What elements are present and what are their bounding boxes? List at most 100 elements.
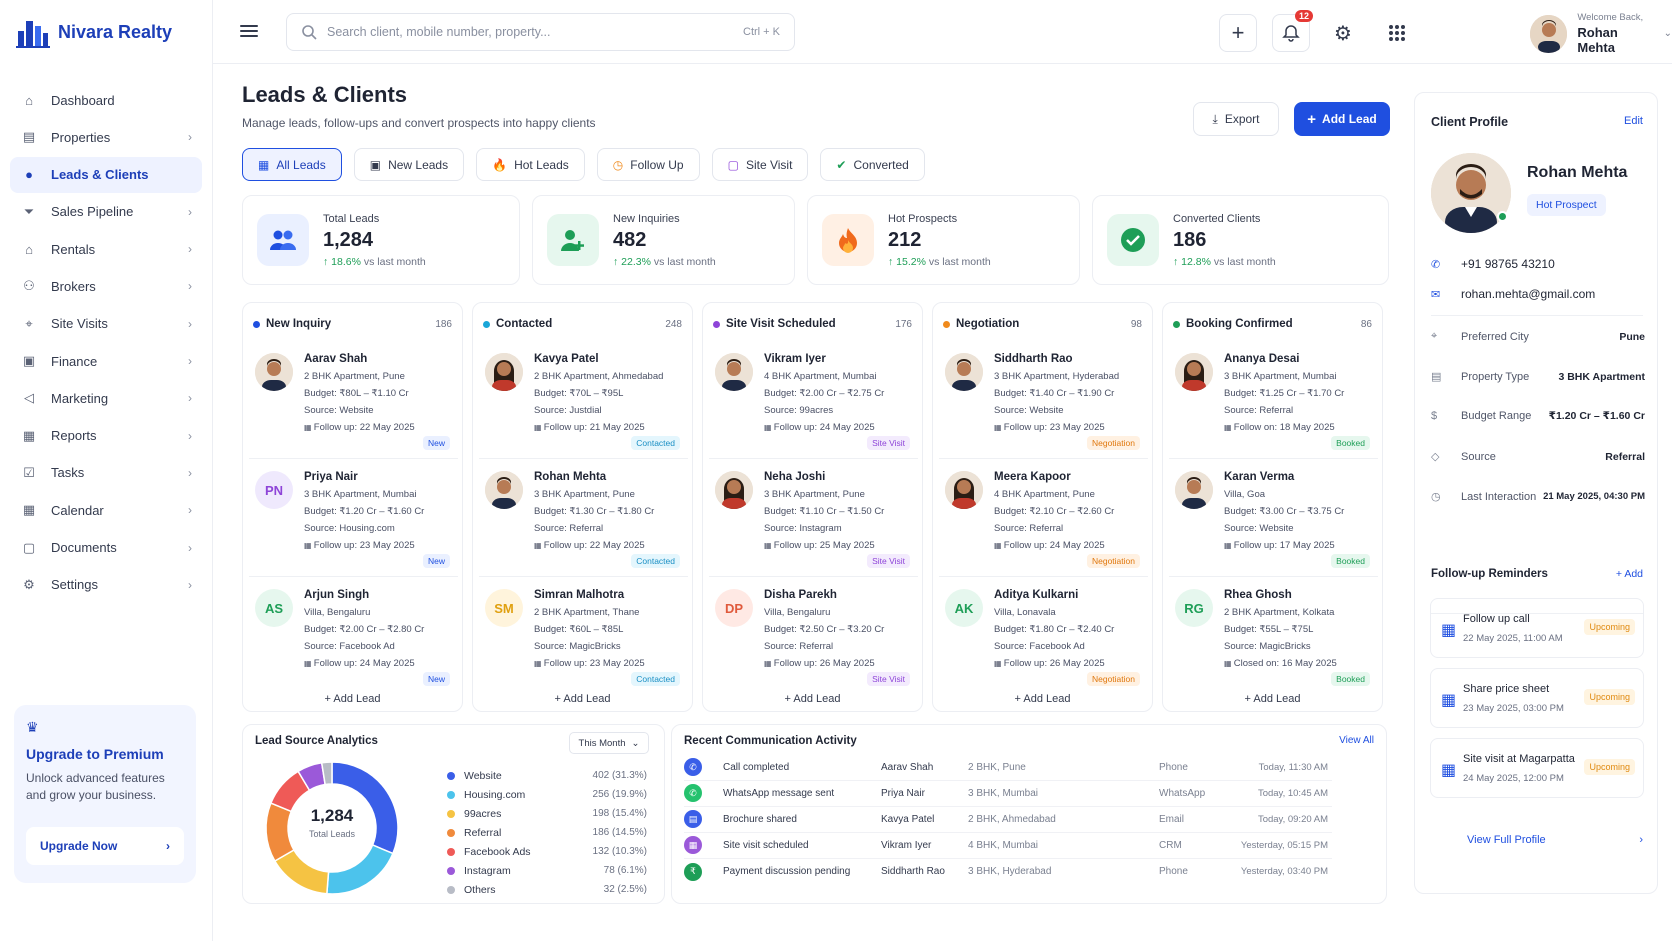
activity-row[interactable]: ✆ WhatsApp message sent Priya Nair 3 BHK, M… [684,780,1332,807]
activity-row[interactable]: ▦ Site visit scheduled Vikram Iyer 4 BHK, M… [684,832,1332,859]
period-select[interactable]: This Month ⌄ [569,732,649,754]
sidebar-item-tasks[interactable]: ☑ Tasks › [10,455,202,491]
sidebar-item-documents[interactable]: ▢ Documents › [10,530,202,566]
sidebar-item-rentals[interactable]: ⌂ Rentals › [10,231,202,267]
notification-count: 12 [1294,10,1313,22]
lead-card[interactable]: PN Priya Nair 3 BHK Apartment, Mumbai Budge… [249,463,458,577]
settings-button[interactable]: ⚙ [1329,19,1357,47]
add-lead-column-button[interactable]: + Add Lead [1244,693,1301,705]
flame-icon [822,214,874,266]
sidebar-item-properties[interactable]: ▤ Properties › [10,119,202,155]
legend-label: Facebook Ads [464,845,531,858]
tab-site-visit[interactable]: ▢ Site Visit [711,148,809,181]
profile-field: ▤ Property Type 3 BHK Apartment [1431,370,1645,384]
calendar-icon: ▦ [764,541,774,550]
reminder-card[interactable]: ▦ Share price sheet 23 May 2025, 03:00 PM U… [1430,668,1644,728]
lead-budget-text: Budget: ₹55L – ₹75L [1224,624,1314,635]
sidebar-item-leads-clients[interactable]: ● Leads & Clients [10,156,202,193]
export-button[interactable]: ⤓ Export [1193,102,1279,136]
lead-card[interactable]: Siddharth Rao 3 BHK Apartment, Hyderabad B… [939,345,1148,459]
lead-card[interactable]: Meera Kapoor 4 BHK Apartment, Pune Budget:… [939,463,1148,577]
tab-follow-up[interactable]: ◷ Follow Up [596,148,700,181]
welcome-text: Welcome Back, [1577,12,1644,23]
lead-budget: Budget: ₹1.10 Cr – ₹1.50 Cr [764,506,884,517]
brand[interactable]: Nivara Realty [0,0,212,64]
activity-time: Today, 10:45 AM [1257,787,1328,799]
lead-avatar [945,471,983,509]
lead-type: Villa, Bengaluru [304,607,370,618]
upgrade-now-button[interactable]: Upgrade Now › [26,827,184,865]
activity-row[interactable]: ▤ Brochure shared Kavya Patel 2 BHK, Ahmeda… [684,806,1332,833]
lead-card[interactable]: Ananya Desai 3 BHK Apartment, Mumbai Budge… [1169,345,1378,459]
lead-source-text: Source: Website [304,405,374,416]
view-all-link[interactable]: View All [1339,735,1374,746]
apps-button[interactable] [1383,19,1411,47]
lead-card[interactable]: RG Rhea Ghosh 2 BHK Apartment, Kolkata Budg… [1169,581,1378,695]
status-dot [713,320,720,328]
donut-slice-others[interactable] [320,761,333,786]
lead-card[interactable]: Kavya Patel 2 BHK Apartment, Ahmedabad Bud… [479,345,688,459]
tab-converted[interactable]: ✔ Converted [820,148,925,181]
chevron-right-icon: › [188,391,192,406]
add-lead-button[interactable]: + Add Lead [1294,102,1390,136]
lead-source-text: Source: Referral [764,641,834,652]
tag-icon: ◇ [1431,451,1440,463]
activity-row[interactable]: ✆ Call completed Aarav Shah 2 BHK, Pune Phon… [684,754,1332,781]
sidebar-item-sales-pipeline[interactable]: ⏷ Sales Pipeline › [10,194,202,230]
reminder-date: 22 May 2025, 11:00 AM [1463,633,1563,644]
add-lead-column-button[interactable]: + Add Lead [324,693,381,705]
search-input[interactable] [327,25,744,39]
lead-card[interactable]: Neha Joshi 3 BHK Apartment, Pune Budget: ₹… [709,463,918,577]
add-lead-column-button[interactable]: + Add Lead [1014,693,1071,705]
legend-swatch [447,885,455,894]
sidebar-item-calendar[interactable]: ▦ Calendar › [10,492,202,528]
profile-field: $ Budget Range ₹1.20 Cr – ₹1.60 Cr [1431,410,1645,422]
sidebar-item-reports[interactable]: ▦ Reports › [10,418,202,454]
client-email-row[interactable]: ✉ rohan.mehta@gmail.com [1431,287,1645,301]
client-profile-panel: Client Profile Edit Rohan Mehta Hot Pros… [1414,92,1658,894]
view-full-profile-link[interactable]: View Full Profile › [1431,834,1643,846]
notifications-button[interactable]: 12 [1272,10,1313,52]
add-reminder-button[interactable]: + Add [1615,568,1643,580]
stat-card: Converted Clients 186 ↑ 12.8% vs last mont… [1092,195,1389,285]
user-menu[interactable]: Welcome Back, Rohan Mehta ⌄ [1530,12,1672,55]
lead-follow: ▦ Follow up: 24 May 2025 [994,540,1105,551]
lead-card[interactable]: SM Simran Malhotra 2 BHK Apartment, Thane B… [479,581,688,695]
client-phone-row[interactable]: ✆ +91 98765 43210 [1431,257,1645,271]
sidebar-item-settings[interactable]: ⚙ Settings › [10,567,202,603]
donut-slice-housing-com[interactable] [326,844,394,895]
edit-profile-link[interactable]: Edit [1624,115,1643,127]
lead-card[interactable]: Vikram Iyer 4 BHK Apartment, Mumbai Budget… [709,345,918,459]
profile-field-label: Property Type [1461,370,1530,383]
lead-budget-text: Budget: ₹70L – ₹95L [534,388,624,399]
create-button[interactable]: + [1219,14,1257,52]
tab-all-leads[interactable]: ▦ All Leads [242,148,342,181]
reminder-card[interactable]: ▦ Site visit at Magarpatta 24 May 2025, 12… [1430,738,1644,798]
activity-row[interactable]: ₹ Payment discussion pending Siddharth Rao… [684,858,1332,885]
lead-card[interactable]: AK Aditya Kulkarni Villa, Lonavala Budget: … [939,581,1148,695]
add-lead-column-button[interactable]: + Add Lead [784,693,841,705]
lead-card[interactable]: Aarav Shah 2 BHK Apartment, Pune Budget: ₹… [249,345,458,459]
lead-card[interactable]: AS Arjun Singh Villa, Bengaluru Budget: ₹2.… [249,581,458,695]
legend-label: Website [464,769,502,782]
tab-hot-leads[interactable]: 🔥 Hot Leads [476,148,585,181]
sidebar-item-site-visits[interactable]: ⌖ Site Visits › [10,306,202,342]
add-lead-column-button[interactable]: + Add Lead [554,693,611,705]
stat-label: Converted Clients [1173,212,1261,225]
export-label: Export [1224,112,1260,126]
hamburger-menu-icon[interactable] [240,22,258,40]
chevron-right-icon: › [166,839,170,853]
lead-budget: Budget: ₹2.10 Cr – ₹2.60 Cr [994,506,1114,517]
lead-card[interactable]: Rohan Mehta 3 BHK Apartment, Pune Budget: … [479,463,688,577]
gear-icon: ⚙ [1334,22,1352,45]
users-icon [257,214,309,266]
sidebar-item-marketing[interactable]: ◁ Marketing › [10,380,202,416]
sidebar-item-finance[interactable]: ▣ Finance › [10,343,202,379]
sidebar-item-dashboard[interactable]: ⌂ Dashboard [10,82,202,118]
reminder-card[interactable]: ▦ Follow up call 22 May 2025, 11:00 AM Upco… [1430,598,1644,658]
lead-card[interactable]: DP Disha Parekh Villa, Bengaluru Budget: ₹2… [709,581,918,695]
sidebar-item-brokers[interactable]: ⚇ Brokers › [10,268,202,304]
tab-new-leads[interactable]: ▣ New Leads [353,148,465,181]
document-icon: ▢ [22,539,36,555]
lead-card[interactable]: Karan Verma Villa, Goa Budget: ₹3.00 Cr – … [1169,463,1378,577]
